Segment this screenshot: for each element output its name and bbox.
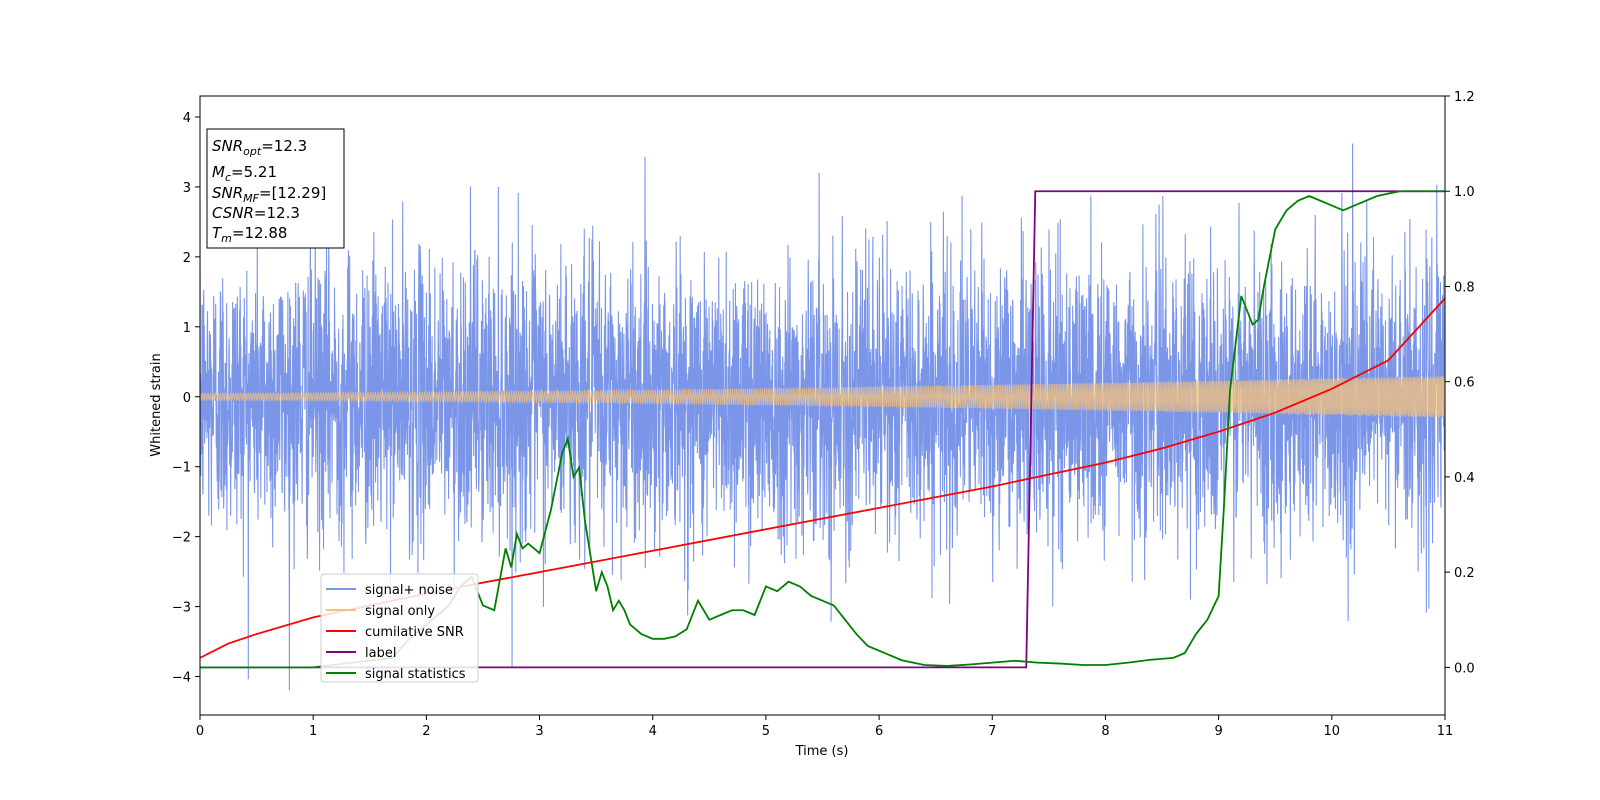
x-tick-label: 7 <box>988 724 996 739</box>
legend-label-cumilative-snr: cumilative SNR <box>365 625 464 640</box>
legend-frame <box>320 573 479 683</box>
legend: signal+ noise signal only cumilative SNR la… <box>320 573 479 683</box>
x-tick-label: 8 <box>1101 724 1109 739</box>
legend-label-signal-only: signal only <box>365 604 435 619</box>
y-axis-right: 0.0 0.2 0.4 0.6 0.8 1.0 1.2 <box>1445 90 1475 676</box>
y-axis-label: Whitened strain <box>149 353 164 456</box>
y-tick-label: 0 <box>183 391 191 406</box>
annotation-snr-opt: SNRopt=12.3 <box>212 137 307 158</box>
line-signal-statistics <box>200 190 1445 669</box>
x-tick-label: 11 <box>1437 724 1454 739</box>
series-signal-only <box>200 375 1445 418</box>
y-tick-label: −1 <box>172 461 191 476</box>
y2-tick-label: 0.8 <box>1454 280 1475 295</box>
x-tick-label: 1 <box>309 724 317 739</box>
x-tick-label: 9 <box>1214 724 1222 739</box>
y2-tick-label: 0.6 <box>1454 376 1475 391</box>
y2-tick-label: 0.4 <box>1454 471 1475 486</box>
series-signal-noise <box>200 143 1445 691</box>
legend-items: signal+ noise signal only cumilative SNR la… <box>326 583 466 682</box>
x-tick-label: 5 <box>762 724 770 739</box>
x-axis-label: Time (s) <box>795 744 849 759</box>
legend-label-label: label <box>365 646 396 661</box>
x-axis: 0 1 2 3 4 5 6 7 8 9 10 11 <box>196 715 1453 739</box>
legend-label-signal-noise: signal+ noise <box>365 583 453 598</box>
y-tick-label: 4 <box>183 111 191 126</box>
line-label <box>200 190 1445 669</box>
y-axis-left: −4 −3 −2 −1 0 1 2 3 4 <box>172 111 200 686</box>
y2-tick-label: 0.2 <box>1454 566 1475 581</box>
y-tick-label: 2 <box>183 251 191 266</box>
legend-label-signal-statistics: signal statistics <box>365 667 466 682</box>
annotation-snr-mf: SNRMF=[12.29] <box>212 184 326 205</box>
y-tick-label: 1 <box>183 321 191 336</box>
y-tick-label: −2 <box>172 531 191 546</box>
line-signal-only <box>200 375 1445 418</box>
y2-tick-label: 0.0 <box>1454 661 1475 676</box>
x-tick-label: 2 <box>422 724 430 739</box>
y2-tick-label: 1.2 <box>1454 90 1475 105</box>
annotation-box: SNRopt=12.3 Mc=5.21 SNRMF=[12.29] CSNR=1… <box>206 128 345 249</box>
x-tick-label: 3 <box>535 724 543 739</box>
y-tick-label: −3 <box>172 601 191 616</box>
y2-tick-label: 1.0 <box>1454 185 1475 200</box>
annotation-tm: Tm=12.88 <box>212 224 287 245</box>
x-tick-label: 6 <box>875 724 883 739</box>
line-signal-noise <box>200 143 1445 691</box>
y-tick-label: −4 <box>172 671 191 686</box>
x-tick-label: 10 <box>1324 724 1341 739</box>
plot-frame <box>199 95 1446 716</box>
x-tick-label: 0 <box>196 724 204 739</box>
x-tick-label: 4 <box>649 724 657 739</box>
annotation-mc: Mc=5.21 <box>212 163 277 184</box>
y-tick-label: 3 <box>183 181 191 196</box>
annotation-csnr: CSNR=12.3 <box>212 204 300 222</box>
